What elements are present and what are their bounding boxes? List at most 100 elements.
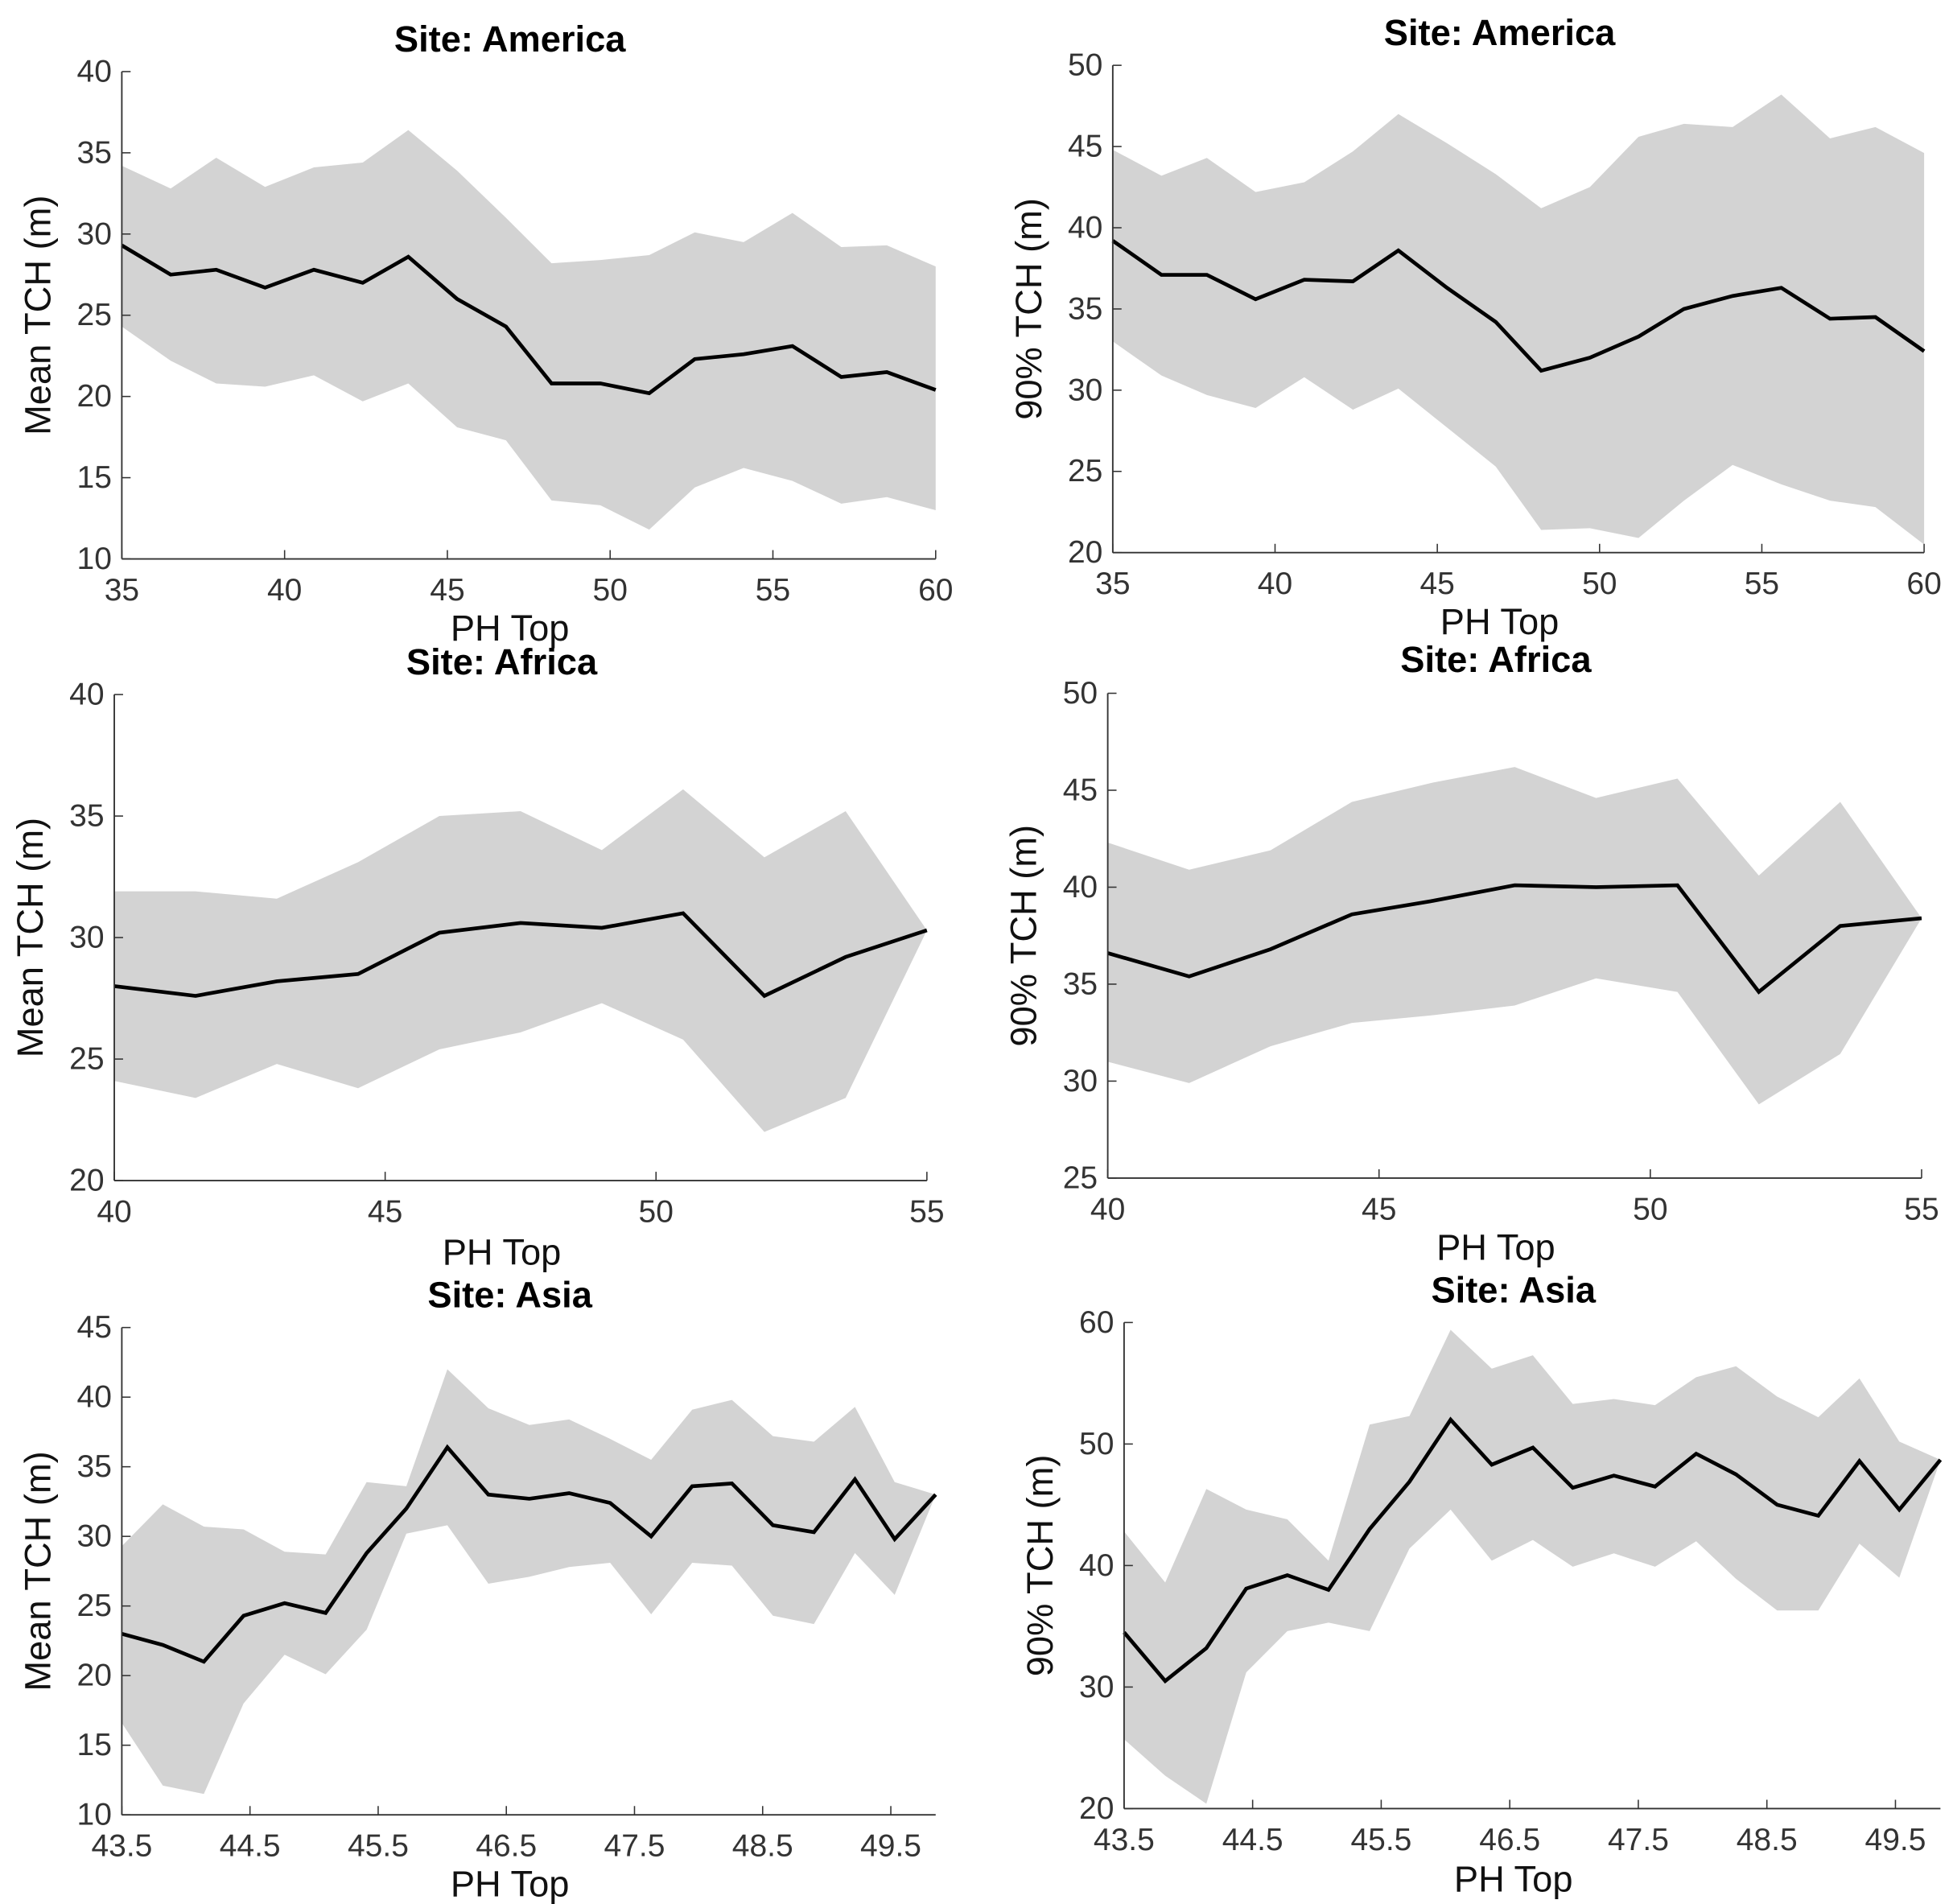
x-tick-label: 44.5 <box>1222 1823 1283 1857</box>
x-axis-label: PH Top <box>1436 1226 1555 1267</box>
y-tick-label: 15 <box>77 1728 112 1762</box>
y-tick-label: 30 <box>1068 373 1102 407</box>
x-tick-label: 49.5 <box>860 1829 921 1864</box>
x-tick-label: 50 <box>593 573 628 608</box>
x-tick-label: 48.5 <box>1737 1823 1798 1857</box>
y-tick-label: 25 <box>1063 1160 1098 1195</box>
y-tick-label: 25 <box>1068 454 1102 488</box>
y-tick-label: 20 <box>77 379 112 414</box>
x-tick-label: 45 <box>430 573 464 608</box>
band <box>122 130 936 530</box>
x-tick-label: 55 <box>1745 567 1779 601</box>
y-axis-label: 90% TCH (m) <box>1003 825 1044 1047</box>
x-tick-label: 46.5 <box>1479 1823 1540 1857</box>
line <box>1123 1416 1943 1684</box>
y-axis-label: 90% TCH (m) <box>1020 1455 1061 1677</box>
y-tick-label: 20 <box>1079 1791 1114 1826</box>
chart-title: Site: America <box>1384 12 1616 53</box>
band <box>1107 767 1922 1105</box>
y-tick-label: 30 <box>1063 1064 1098 1098</box>
y-tick-label: 35 <box>1063 966 1098 1001</box>
band <box>1123 1329 1941 1804</box>
y-tick-label: 25 <box>77 298 112 332</box>
line <box>1111 239 1926 373</box>
y-tick-label: 30 <box>1079 1670 1114 1704</box>
y-tick-label: 40 <box>69 678 104 712</box>
y-tick-label: 20 <box>77 1659 112 1693</box>
y-axis-label: Mean TCH (m) <box>17 1451 58 1691</box>
x-axis-label: PH Top <box>1440 601 1560 642</box>
x-tick-label: 50 <box>1633 1192 1667 1226</box>
x-tick-label: 43.5 <box>91 1829 152 1864</box>
x-tick-label: 35 <box>1095 567 1130 601</box>
x-axis-label: PH Top <box>443 1232 562 1273</box>
y-tick-label: 25 <box>77 1589 112 1623</box>
x-tick-label: 60 <box>1906 567 1941 601</box>
y-tick-label: 35 <box>77 135 112 170</box>
band <box>1112 94 1925 545</box>
x-tick-label: 40 <box>1090 1192 1125 1226</box>
x-tick-label: 55 <box>756 573 790 608</box>
x-tick-label: 45.5 <box>348 1829 409 1864</box>
x-tick-label: 60 <box>918 573 953 608</box>
x-tick-label: 46.5 <box>476 1829 537 1864</box>
x-tick-label: 35 <box>105 573 139 608</box>
x-tick-label: 45 <box>1419 567 1454 601</box>
y-tick-label: 40 <box>77 1380 112 1415</box>
x-tick-label: 40 <box>267 573 302 608</box>
chart-title: Site: Asia <box>1431 1269 1596 1310</box>
x-tick-label: 47.5 <box>604 1829 665 1864</box>
y-tick-label: 10 <box>77 542 112 576</box>
y-tick-label: 20 <box>1068 535 1102 570</box>
x-axis-label: PH Top <box>451 608 570 649</box>
y-axis-label: 90% TCH (m) <box>1008 198 1049 420</box>
y-tick-label: 35 <box>69 799 104 834</box>
x-tick-label: 50 <box>1582 567 1617 601</box>
y-tick-label: 45 <box>1063 773 1098 807</box>
x-tick-label: 47.5 <box>1608 1823 1669 1857</box>
chart-title: Site: America <box>394 19 626 60</box>
x-tick-label: 45 <box>1362 1192 1396 1226</box>
x-tick-label: 40 <box>97 1195 131 1230</box>
y-tick-label: 15 <box>77 460 112 495</box>
y-tick-label: 40 <box>77 54 112 89</box>
y-tick-label: 30 <box>77 1519 112 1554</box>
x-tick-label: 45 <box>368 1195 402 1230</box>
line <box>121 1444 937 1664</box>
y-tick-label: 45 <box>1068 130 1102 164</box>
y-tick-label: 50 <box>1079 1427 1114 1461</box>
line <box>113 911 928 999</box>
y-tick-label: 30 <box>77 216 112 251</box>
y-tick-label: 45 <box>77 1310 112 1345</box>
line <box>121 243 937 396</box>
y-axis-label: Mean TCH (m) <box>17 196 58 435</box>
x-tick-label: 55 <box>1904 1192 1939 1226</box>
chart-title: Site: Africa <box>406 641 598 682</box>
y-tick-label: 35 <box>1068 291 1102 326</box>
x-tick-label: 43.5 <box>1094 1823 1155 1857</box>
y-tick-label: 35 <box>77 1449 112 1484</box>
y-tick-label: 50 <box>1068 48 1102 83</box>
x-tick-label: 40 <box>1258 567 1292 601</box>
y-tick-label: 40 <box>1063 870 1098 905</box>
x-axis-label: PH Top <box>451 1864 570 1904</box>
y-tick-label: 60 <box>1079 1305 1114 1340</box>
y-tick-label: 40 <box>1068 210 1102 245</box>
y-tick-label: 25 <box>69 1042 104 1077</box>
band <box>114 789 927 1132</box>
x-tick-label: 48.5 <box>732 1829 793 1864</box>
y-tick-label: 20 <box>69 1164 104 1198</box>
band <box>122 1369 936 1795</box>
y-tick-label: 40 <box>1079 1548 1114 1583</box>
y-axis-label: Mean TCH (m) <box>10 818 51 1057</box>
x-tick-label: 50 <box>639 1195 674 1230</box>
x-tick-label: 45.5 <box>1350 1823 1411 1857</box>
x-tick-label: 44.5 <box>220 1829 281 1864</box>
y-tick-label: 10 <box>77 1798 112 1832</box>
y-tick-label: 30 <box>69 921 104 955</box>
line <box>1106 883 1922 995</box>
y-tick-label: 50 <box>1063 676 1098 711</box>
x-tick-label: 49.5 <box>1865 1823 1926 1857</box>
chart-title: Site: Asia <box>427 1275 592 1316</box>
